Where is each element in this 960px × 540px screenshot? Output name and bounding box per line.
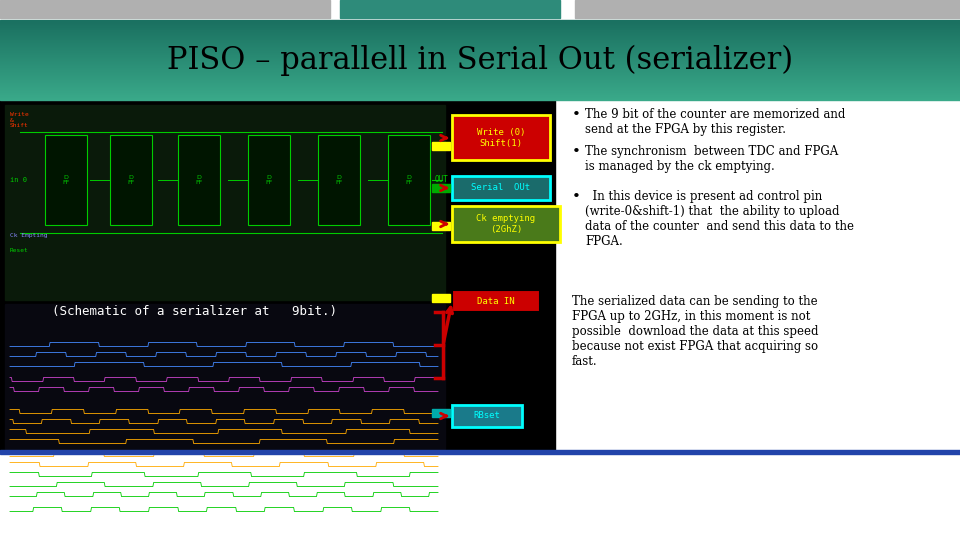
Bar (0, 29, 960, 30)
Bar (432, 142, 450, 150)
Bar (452, 405, 522, 427)
Bar (0, 33, 960, 34)
Bar (0, 93, 960, 94)
Bar (452, 115, 550, 160)
Bar (0, 40, 960, 41)
Text: (Schematic of a serializer at   9bit.): (Schematic of a serializer at 9bit.) (53, 306, 338, 319)
Bar (0, 32, 960, 33)
Text: Write (0)
Shift(1): Write (0) Shift(1) (477, 129, 525, 148)
Text: Ck emptying
(2GhZ): Ck emptying (2GhZ) (476, 214, 536, 234)
Bar (0, 83, 960, 84)
Text: OUT: OUT (435, 176, 449, 185)
Bar (0, 35, 960, 36)
Bar (0, 46, 960, 47)
Bar (0, 59, 960, 60)
Text: Write
&
Shift: Write & Shift (10, 112, 29, 129)
Bar (452, 290, 540, 312)
Bar (0, 100, 555, 452)
Bar (432, 222, 450, 230)
Bar (0, 42, 960, 43)
Bar (452, 176, 550, 200)
Bar (0, 25, 960, 26)
Bar (0, 65, 960, 66)
Text: •: • (572, 145, 581, 159)
Bar (0, 27, 960, 28)
Bar (0, 62, 960, 63)
Text: •: • (572, 190, 581, 204)
Bar (0, 79, 960, 80)
Bar (0, 52, 960, 53)
Bar (0, 26, 960, 27)
Text: D
FF: D FF (405, 174, 413, 185)
Bar (0, 67, 960, 68)
Bar (0, 50, 960, 51)
Bar (340, 0, 560, 18)
Bar (0, 89, 960, 90)
Bar (0, 90, 960, 91)
Text: The synchronism  between TDC and FPGA
is managed by the ck emptying.: The synchronism between TDC and FPGA is … (585, 145, 838, 173)
Bar (0, 41, 960, 42)
Text: in 0: in 0 (10, 177, 27, 183)
Bar (0, 24, 960, 25)
Bar (0, 44, 960, 45)
Bar (318, 135, 360, 225)
Bar (0, 82, 960, 83)
Bar (0, 76, 960, 77)
Bar (45, 135, 87, 225)
Bar (0, 57, 960, 58)
Bar (0, 88, 960, 89)
Bar (0, 450, 960, 454)
Bar (0, 92, 960, 93)
Bar (248, 135, 290, 225)
Bar (0, 73, 960, 74)
Bar (0, 87, 960, 88)
Bar (0, 28, 960, 29)
Bar (0, 77, 960, 78)
Bar (0, 84, 960, 85)
Bar (0, 22, 960, 23)
Text: D
FF: D FF (128, 174, 134, 185)
Bar (0, 37, 960, 38)
Bar (0, 78, 960, 79)
Bar (0, 91, 960, 92)
Text: Data IN: Data IN (477, 296, 515, 306)
Bar (0, 38, 960, 39)
Text: D
FF: D FF (62, 174, 70, 185)
Bar (0, 53, 960, 54)
Bar (178, 135, 220, 225)
Text: Ck Empting: Ck Empting (10, 233, 47, 238)
Text: Reset: Reset (10, 247, 29, 253)
Bar (452, 206, 560, 242)
Bar (0, 45, 960, 46)
Bar (0, 21, 960, 22)
Bar (0, 58, 960, 59)
Bar (0, 80, 960, 81)
Bar (0, 61, 960, 62)
Bar (0, 47, 960, 48)
Text: •: • (572, 108, 581, 122)
Bar (0, 60, 960, 61)
Text: In this device is present ad control pin
(write-0&shift-1) that  the ability to : In this device is present ad control pin… (585, 190, 854, 248)
Bar (0, 74, 960, 75)
Bar (0, 96, 960, 97)
Text: PISO – parallell in Serial Out (serializer): PISO – parallell in Serial Out (serializ… (167, 44, 793, 76)
Bar (0, 48, 960, 49)
Bar (0, 34, 960, 35)
Bar (0, 86, 960, 87)
Bar (432, 184, 450, 192)
Bar (0, 49, 960, 50)
Bar (0, 20, 960, 21)
Bar (0, 81, 960, 82)
Bar (110, 135, 152, 225)
Text: Serial  OUt: Serial OUt (471, 184, 531, 192)
Bar (5, 105, 445, 300)
Bar (0, 56, 960, 57)
Bar (0, 95, 960, 96)
Bar (0, 0, 330, 18)
Text: D
FF: D FF (265, 174, 273, 185)
Bar (575, 0, 960, 18)
Bar (0, 66, 960, 67)
Bar (0, 51, 960, 52)
Bar (0, 31, 960, 32)
Bar (0, 72, 960, 73)
